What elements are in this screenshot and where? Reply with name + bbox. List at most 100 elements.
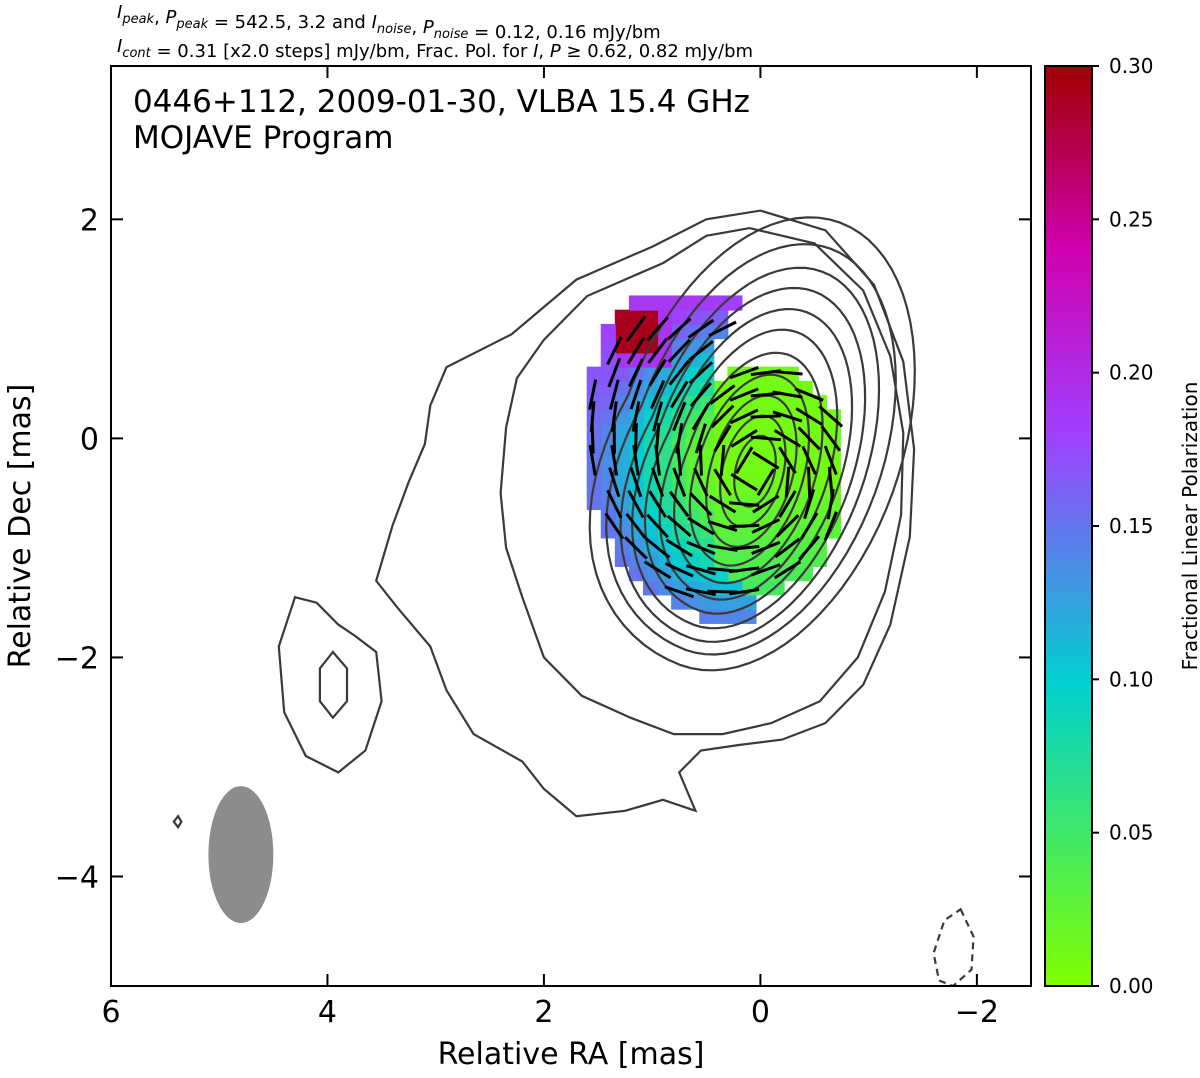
evpa-stick — [646, 316, 669, 342]
fp-pixel — [628, 295, 644, 311]
colorbar — [1044, 65, 1093, 987]
fp-pixel — [671, 309, 687, 325]
fp-pixel — [727, 565, 743, 582]
fp-pixel — [755, 494, 771, 511]
fp-pixel — [727, 551, 743, 567]
fp-pixel — [642, 323, 659, 340]
contour-line — [172, 814, 183, 830]
evpa-stick — [627, 489, 645, 519]
evpa-stick — [713, 468, 732, 496]
evpa-stick — [827, 466, 834, 498]
evpa-stick — [708, 320, 737, 338]
contour-line — [643, 307, 854, 615]
header-subscript: peak — [121, 12, 154, 27]
fp-pixel — [614, 309, 630, 325]
colorbar-tick-label: 0.15 — [1109, 514, 1154, 538]
header-line-contours: Icont = 0.31 [x2.0 steps] mJy/bm, Frac. … — [117, 36, 753, 62]
evpa-stick — [775, 514, 800, 538]
fp-pixel — [685, 509, 701, 525]
evpa-stick — [728, 523, 760, 529]
evpa-stick — [666, 317, 692, 341]
evpa-stick — [651, 467, 665, 498]
evpa-stick — [772, 410, 803, 423]
evpa-stick — [751, 518, 781, 534]
header-symbol: I — [372, 12, 377, 33]
evpa-stick — [606, 336, 623, 366]
fp-pixel — [642, 295, 659, 311]
fp-pixel — [671, 594, 687, 610]
evpa-stick — [631, 401, 641, 432]
fp-pixel — [797, 565, 813, 582]
evpa-stick — [751, 563, 781, 577]
contour-line — [719, 414, 787, 528]
evpa-stick — [589, 401, 596, 432]
fp-pixel — [755, 437, 771, 454]
fp-pixel — [769, 523, 785, 539]
contour-line — [673, 351, 824, 585]
evpa-stick — [646, 513, 669, 539]
evpa-stick — [633, 423, 638, 454]
evpa-stick — [730, 472, 758, 492]
evpa-stick — [774, 537, 801, 559]
x-tick-label: 4 — [318, 995, 337, 1030]
fp-pixel — [657, 295, 673, 311]
evpa-stick — [675, 423, 684, 454]
fp-pixel — [769, 580, 785, 596]
fp-pixel — [741, 466, 757, 482]
evpa-stick — [672, 401, 687, 432]
contour-line — [619, 266, 881, 643]
fp-pixel — [685, 380, 701, 397]
evpa-stick — [625, 512, 647, 540]
colorbar-tick-labels: 0.00 0.05 0.10 0.15 0.20 0.25 0.30 — [1109, 54, 1154, 998]
evpa-stick — [610, 444, 619, 476]
header-text: = 542.5, 3.2 and — [208, 12, 371, 33]
fp-pixel — [614, 366, 630, 382]
header-symbol: P — [550, 41, 561, 62]
evpa-stick — [694, 423, 707, 454]
fp-pixel — [755, 580, 771, 596]
evpa-stick — [750, 435, 782, 442]
evpa-stick — [801, 445, 817, 475]
header-text: , — [538, 41, 549, 62]
evpa-stick — [750, 414, 782, 419]
evpa-stick — [608, 379, 620, 410]
evpa-stick — [734, 446, 754, 475]
evpa-stick — [629, 467, 643, 498]
header-subscript: peak — [175, 17, 208, 32]
axis-ticks — [110, 66, 1031, 986]
contour-line — [605, 243, 897, 656]
contour-line — [374, 209, 916, 818]
header-symbol: P — [423, 17, 434, 38]
evpa-stick — [670, 380, 689, 409]
evpa-stick — [623, 536, 648, 560]
evpa-stick — [798, 535, 821, 561]
evpa-stick — [691, 402, 711, 431]
contour-line — [588, 216, 916, 672]
evpa-stick — [709, 384, 736, 405]
evpa-stick — [654, 422, 661, 454]
y-tick-label: 2 — [80, 203, 99, 238]
fp-pixel — [600, 452, 616, 468]
fp-pixel — [769, 395, 785, 411]
header-symbol: I — [117, 2, 122, 23]
evpa-stick — [729, 366, 759, 380]
header-symbol: I — [533, 41, 538, 62]
x-tick-label: 6 — [101, 995, 120, 1030]
fp-pixel — [614, 323, 630, 340]
evpa-stick — [688, 361, 714, 385]
fp-pixel — [586, 366, 602, 382]
evpa-stick — [750, 369, 782, 377]
evpa-stick — [778, 446, 797, 475]
fp-pixel — [699, 551, 715, 567]
evpa-stick — [607, 357, 622, 388]
evpa-stick — [688, 340, 714, 362]
header-subscript: cont — [122, 46, 151, 61]
fp-pixel — [685, 295, 701, 311]
fp-pixel — [713, 608, 729, 624]
evpa-stick — [773, 560, 802, 580]
colorbar-ticks — [1092, 65, 1099, 987]
colorbar-tick-label: 0.05 — [1109, 821, 1154, 845]
y-axis-label: Relative Dec [mas] — [3, 384, 38, 669]
evpa-stick — [693, 467, 709, 497]
